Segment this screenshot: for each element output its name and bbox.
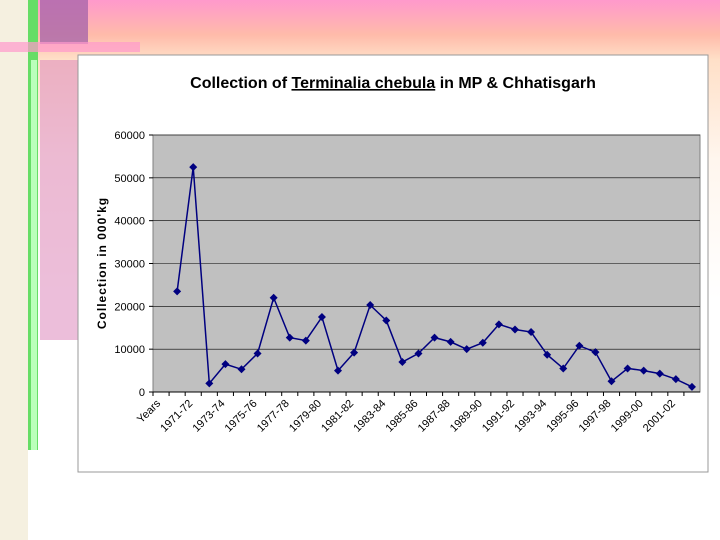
decor-band [0,42,140,52]
data-point [623,364,632,373]
data-point [334,366,343,375]
decor-block [40,60,78,340]
chart-title: Collection of Terminalia chebula in MP &… [190,75,596,92]
data-point [253,349,262,358]
data-point [269,293,278,302]
data-point [430,333,439,342]
decor-block [40,0,88,44]
data-point [285,333,294,342]
data-point [478,338,487,347]
data-point [221,360,230,369]
data-point [205,379,214,388]
data-point [543,350,552,359]
y-tick-label: 20000 [114,301,145,313]
title-emphasis: Terminalia chebula [291,75,435,92]
decor-stripe [31,60,37,450]
data-point [462,345,471,354]
data-point [301,336,310,345]
data-point [687,382,696,391]
data-point [639,366,648,375]
data-point [237,365,246,374]
data-point [559,364,568,373]
y-tick-label: 50000 [114,173,145,185]
y-tick-label: 0 [139,387,145,399]
title-lead: Collection of [190,75,288,92]
data-point [527,328,536,337]
data-point [655,369,664,378]
data-point [189,163,198,172]
data-point [575,341,584,350]
y-axis-label: Collection in 000'kg [95,197,109,329]
data-point [607,377,616,386]
y-tick-label: 10000 [114,344,145,356]
decor-stripe [0,0,28,540]
data-point [671,375,680,384]
data-point [398,358,407,367]
data-point [382,316,391,325]
data-point [510,325,519,334]
data-point [494,320,503,329]
title-tail: in MP & Chhatisgarh [440,75,596,92]
data-point [350,348,359,357]
data-point [591,348,600,357]
data-point [366,301,375,310]
y-tick-label: 60000 [114,130,145,142]
y-tick-label: 30000 [114,259,145,271]
y-tick-label: 40000 [114,216,145,228]
data-point [173,287,182,296]
data-point [414,349,423,358]
data-point [446,337,455,346]
data-point [317,313,326,322]
